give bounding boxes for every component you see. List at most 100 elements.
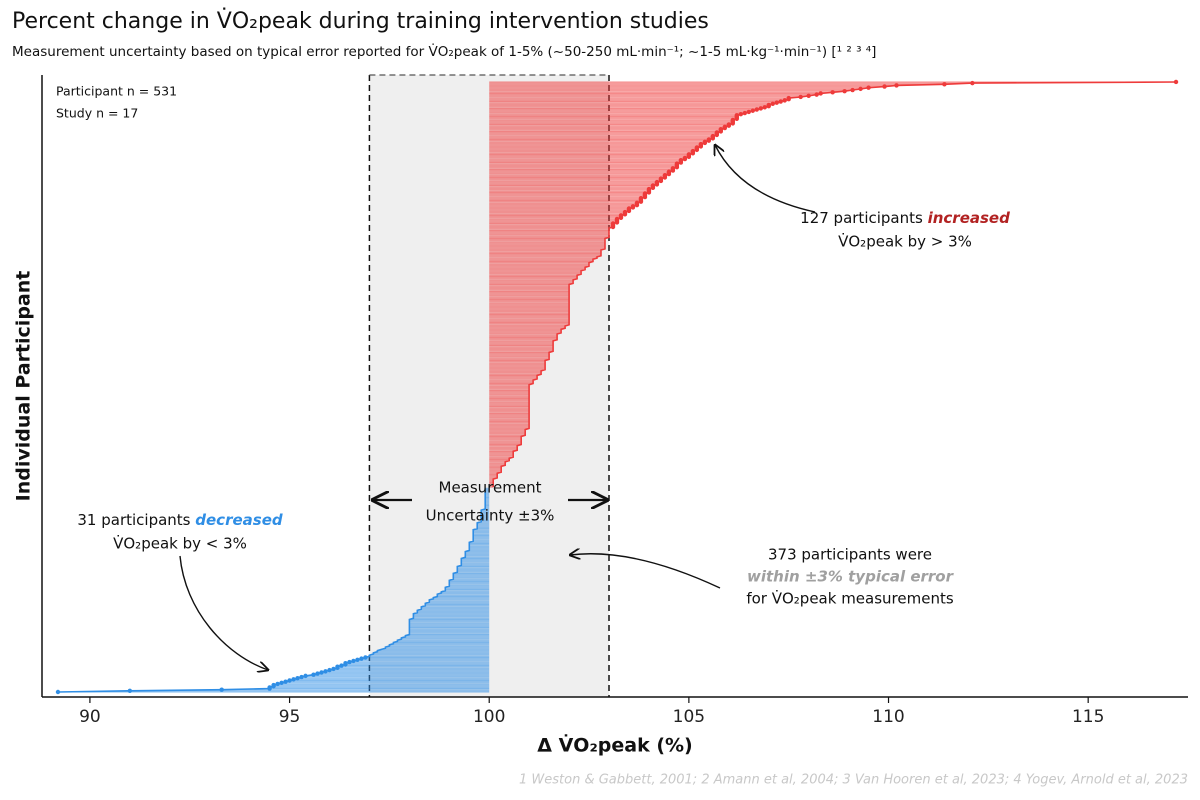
participant-dot [686, 152, 692, 157]
participant-dot [267, 685, 272, 690]
x-tick-label: 105 [673, 707, 705, 727]
participant-dot [291, 677, 296, 682]
participant-dot [610, 221, 616, 226]
participant-dot [758, 106, 763, 111]
participant-dot [754, 107, 759, 112]
chart-title: Percent change in V̇O₂peak during traini… [12, 8, 709, 34]
participant-dot [650, 183, 656, 188]
participant-dot [746, 109, 751, 115]
chart-subtitle: Measurement uncertainty based on typical… [12, 44, 876, 60]
participant-dot [335, 664, 340, 669]
annotation: V̇O₂peak by < 3% [113, 534, 247, 553]
participant-dot [319, 670, 324, 675]
participant-dot [750, 108, 755, 113]
participant-dot [315, 671, 320, 676]
participant-dot [634, 200, 640, 206]
participant-dot [734, 113, 739, 118]
participant-dot [762, 105, 767, 110]
annotation: 373 participants were [768, 546, 932, 564]
participant-dot [882, 84, 887, 89]
annotation: for V̇O₂peak measurements [746, 589, 954, 608]
participant-dot [642, 191, 648, 196]
x-tick-label: 115 [1072, 707, 1104, 727]
band-label: Measurement [439, 479, 542, 497]
participant-dot [1173, 79, 1179, 85]
footnote: 1 Weston & Gabbett, 2001; 2 Amann et al,… [519, 773, 1188, 788]
participant-dot [327, 667, 332, 673]
participant-dot [774, 100, 779, 105]
participant-dot [942, 82, 947, 87]
annotation-text: 127 participants [800, 209, 927, 227]
participant-dot [678, 158, 684, 163]
annotation: V̇O₂peak by > 3% [838, 232, 972, 251]
participant-dot [718, 126, 724, 132]
participant-dot [702, 139, 708, 145]
participant-dot [662, 173, 668, 178]
participant-dot [970, 80, 975, 86]
participant-dot [674, 161, 680, 166]
marks-layer [55, 79, 1179, 695]
participant-dot [798, 94, 803, 100]
participant-dot [666, 169, 672, 174]
x-tick-label: 90 [79, 707, 101, 727]
participant-dot [770, 101, 775, 107]
band-label: Uncertainty ±3% [426, 507, 555, 525]
y-axis-label: Individual Participant [13, 271, 35, 502]
participant-dot [706, 137, 712, 142]
info-text: Study n = 17 [56, 106, 138, 121]
participant-dot [311, 672, 316, 677]
annotation-text: 31 participants [77, 511, 195, 529]
participant-dot [279, 680, 284, 685]
participant-dot [626, 206, 632, 211]
x-tick-label: 110 [872, 707, 904, 727]
participant-dot [654, 179, 660, 185]
participant-dot [842, 88, 847, 94]
participant-dot [722, 124, 728, 130]
x-tick-label: 100 [473, 707, 505, 727]
participant-dot [766, 102, 771, 108]
participant-dot [275, 681, 280, 687]
participant-dot [339, 663, 344, 668]
participant-dot [271, 682, 276, 688]
participant-dot [726, 122, 732, 127]
participant-dot [351, 658, 356, 664]
arrow [179, 555, 268, 670]
participant-dot [303, 673, 308, 679]
participant-dot [363, 655, 368, 660]
participant-dot [866, 85, 871, 90]
participant-dot [323, 669, 328, 674]
x-axis-label: Δ V̇O₂peak (%) [537, 734, 692, 756]
participant-dot [347, 659, 352, 665]
annotation: 127 participants increased [800, 209, 1010, 227]
arrow [715, 145, 816, 213]
participant-dot [646, 186, 652, 192]
participant-dot [806, 93, 811, 98]
participant-dot [55, 689, 61, 695]
participant-dot [814, 92, 819, 97]
participant-dot [287, 678, 292, 683]
participant-dot [858, 86, 863, 92]
participant-dot [850, 87, 855, 93]
participant-dot [682, 155, 688, 161]
participant-dot [355, 657, 360, 662]
participant-dot [630, 204, 636, 209]
participant-dot [690, 148, 696, 154]
annotation: 31 participants decreased [77, 511, 282, 529]
participant-dot [614, 216, 620, 222]
info-text: Participant n = 531 [56, 84, 177, 99]
participant-dot [622, 209, 628, 215]
participant-dot [894, 83, 899, 88]
participant-dot [295, 675, 300, 681]
participant-dot [782, 98, 787, 103]
participant-dot [331, 666, 336, 672]
participant-dot [710, 133, 716, 139]
participant-dot [730, 117, 735, 123]
participant-dot [830, 90, 835, 95]
participant-dot [742, 110, 747, 116]
participant-dot [818, 91, 823, 96]
participant-dot [359, 656, 364, 661]
participant-dot [778, 99, 783, 104]
arrow [570, 554, 721, 589]
annotation-emphasis: increased [928, 209, 1011, 227]
